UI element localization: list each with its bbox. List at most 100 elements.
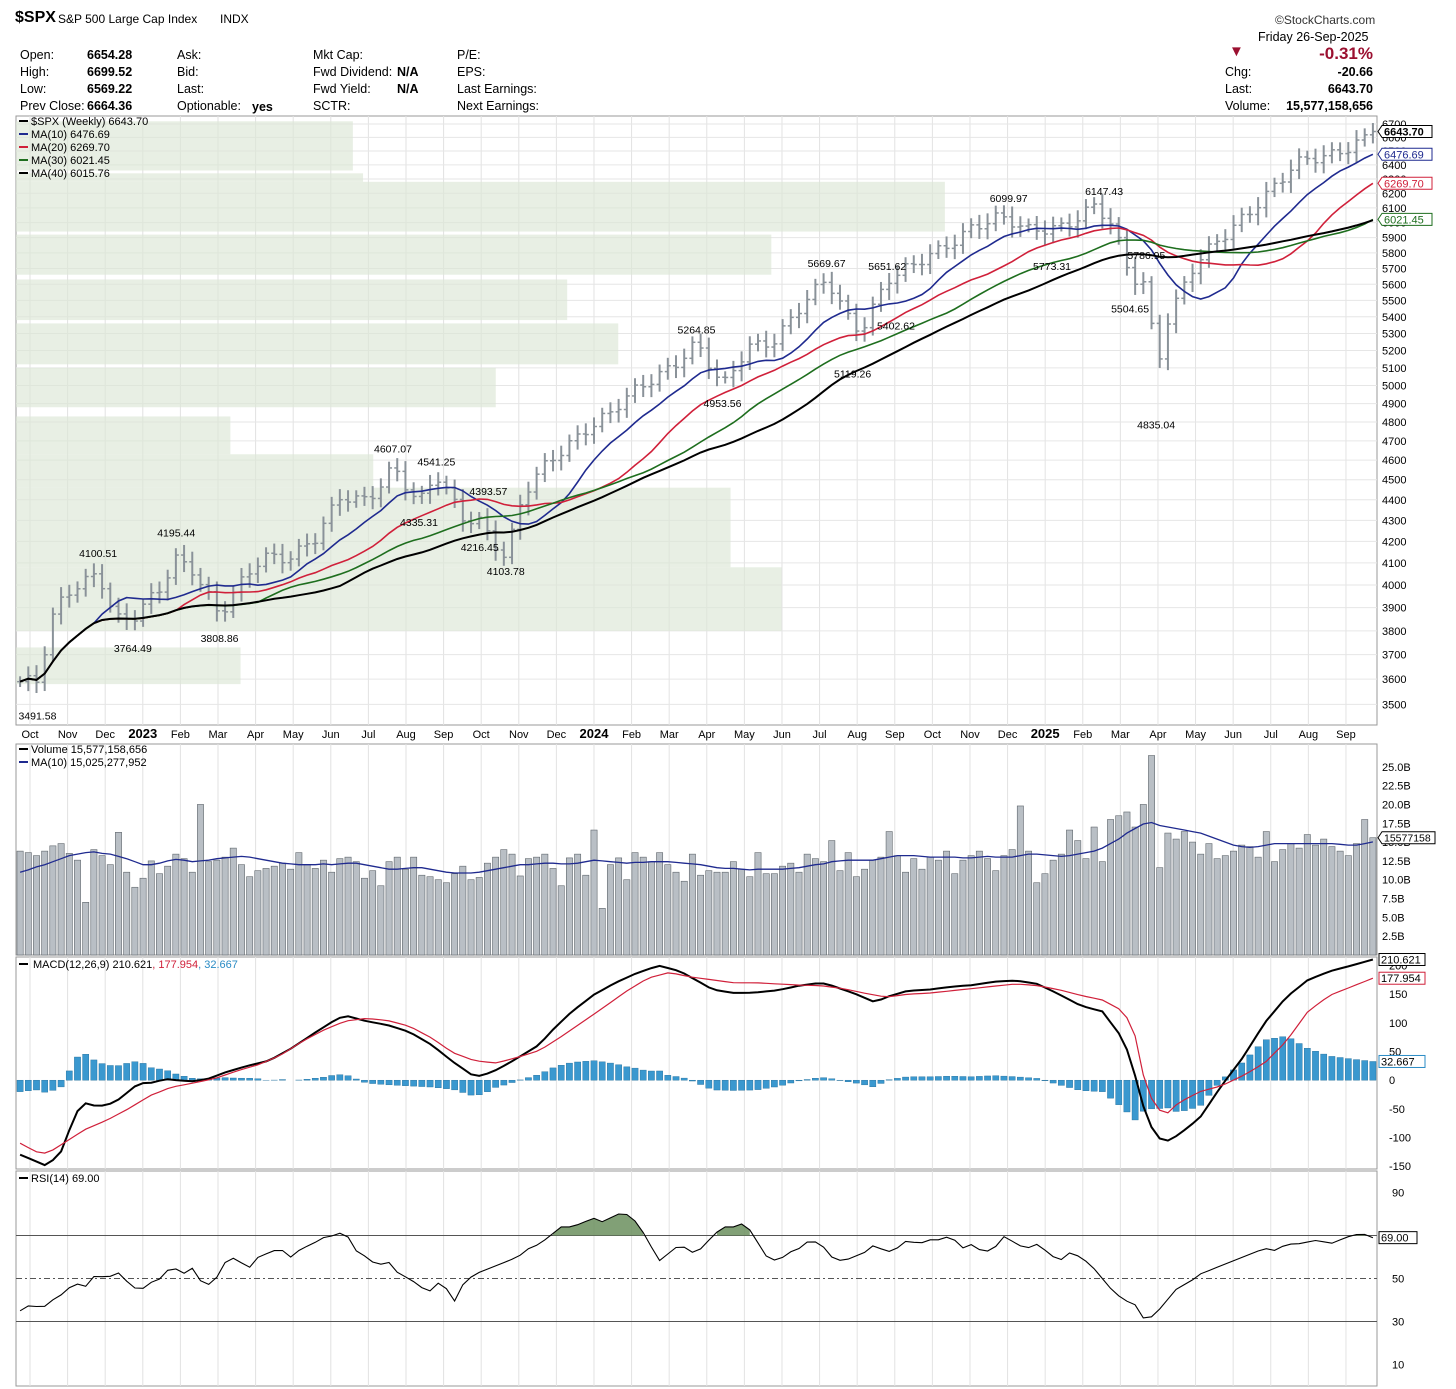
volume-bar bbox=[1115, 815, 1123, 956]
macd-histogram-bar bbox=[1066, 1079, 1073, 1088]
macd-histogram-bar bbox=[541, 1071, 549, 1081]
volume-bar bbox=[566, 857, 573, 956]
macd-histogram-bar bbox=[147, 1067, 155, 1081]
x-axis-month-label: Dec bbox=[998, 729, 1018, 741]
brand-logo[interactable]: ©StockCharts.com bbox=[1275, 13, 1376, 27]
macd-histogram-bar bbox=[656, 1070, 663, 1081]
volume-bar bbox=[443, 882, 450, 956]
volume-bar bbox=[16, 850, 24, 956]
macd-tag-label: 177.954 bbox=[1381, 973, 1421, 985]
x-axis-month-label: Sep bbox=[434, 729, 454, 741]
quote-header: $SPX S&P 500 Large Cap Index INDX ©Stock… bbox=[0, 0, 1456, 116]
last-price-label: Last: bbox=[1225, 82, 1253, 96]
rsi-tag-box bbox=[1378, 1231, 1418, 1245]
macd-histogram-bar bbox=[574, 1061, 581, 1081]
panel-frame-macd bbox=[15, 956, 1378, 1170]
ohlc-bar bbox=[550, 449, 557, 472]
ohlc-bar bbox=[591, 417, 598, 444]
ohlc-bar bbox=[1353, 130, 1360, 163]
exchange: INDX bbox=[220, 12, 249, 26]
macd-histogram-bar bbox=[402, 1079, 409, 1086]
volume-bar bbox=[1246, 846, 1254, 956]
ohlc-bar bbox=[377, 478, 384, 508]
macd-histogram-bar bbox=[1008, 1076, 1016, 1081]
volume-bar bbox=[500, 849, 508, 956]
ohlc-bar bbox=[828, 271, 835, 305]
macd-histogram-bar bbox=[762, 1079, 770, 1089]
price-annotation: 4195.44 bbox=[157, 527, 195, 539]
ohlc-bar bbox=[271, 543, 278, 565]
ohlc-bar bbox=[1222, 229, 1229, 252]
macd-histogram-bar bbox=[475, 1079, 483, 1095]
fwd-dividend-label: Fwd Dividend: bbox=[313, 65, 393, 79]
price-annotation: 5264.85 bbox=[678, 324, 716, 336]
ohlc-bar bbox=[1099, 194, 1106, 229]
volume-bar bbox=[721, 871, 729, 956]
open-value: 6654.28 bbox=[87, 48, 133, 62]
volume-tick-label: 25.0B bbox=[1382, 762, 1411, 774]
volume-bar bbox=[1139, 804, 1147, 956]
ohlc-bar bbox=[140, 598, 147, 627]
volume-bar bbox=[1230, 850, 1237, 956]
volume-bar bbox=[680, 880, 688, 956]
volume-tag-label: 15577158 bbox=[1384, 833, 1431, 845]
ohlc-bar bbox=[320, 516, 327, 551]
price-tick-label: 6200 bbox=[1382, 188, 1406, 200]
x-axis-month-label: Apr bbox=[698, 729, 715, 741]
price-tick-label: 4600 bbox=[1382, 455, 1406, 467]
macd-histogram-bar bbox=[98, 1063, 106, 1081]
macd-histogram-bar bbox=[803, 1079, 811, 1081]
ohlc-bar bbox=[607, 402, 614, 424]
macd-histogram-bar bbox=[1361, 1060, 1369, 1081]
ohlc-bar bbox=[943, 236, 950, 258]
ohlc-bar bbox=[189, 551, 196, 586]
macd-histogram-bar bbox=[664, 1075, 672, 1081]
macd-histogram-bar bbox=[1254, 1046, 1262, 1081]
volume-bar bbox=[1107, 819, 1114, 956]
volume-bar bbox=[238, 864, 245, 956]
macd-histogram-bar bbox=[894, 1078, 901, 1081]
macd-histogram-bar bbox=[910, 1076, 918, 1081]
price-tag-box bbox=[1377, 176, 1433, 190]
ohlc-bar bbox=[1074, 210, 1081, 238]
rsi-tick-label: 10 bbox=[1392, 1360, 1404, 1372]
volume-bar bbox=[180, 858, 188, 956]
price-tag-label: 6643.70 bbox=[1384, 127, 1424, 139]
volume-bar bbox=[492, 856, 500, 956]
macd-histogram-bar bbox=[1049, 1079, 1057, 1084]
last-price-value: 6643.70 bbox=[1327, 82, 1373, 96]
macd-histogram-bar bbox=[525, 1077, 532, 1081]
volume-bar bbox=[213, 859, 221, 956]
macd-tag-box bbox=[1378, 971, 1426, 985]
volume-bar bbox=[123, 871, 131, 956]
volume-by-price-bar bbox=[16, 607, 782, 631]
volume-bar bbox=[1205, 843, 1213, 956]
volume-bar bbox=[361, 877, 368, 956]
volume-bar bbox=[344, 856, 352, 956]
last-earnings-label: Last Earnings: bbox=[457, 82, 537, 96]
macd-histogram-bar bbox=[869, 1079, 877, 1088]
macd-histogram-bar bbox=[959, 1076, 967, 1081]
low-label: Low: bbox=[20, 82, 47, 96]
volume-bar bbox=[1082, 858, 1090, 956]
volume-by-price-bar bbox=[16, 567, 782, 608]
macd-histogram-bar bbox=[771, 1079, 778, 1088]
price-annotation: 5786.95 bbox=[1127, 250, 1165, 262]
ohlc-bar bbox=[976, 214, 983, 239]
macd-histogram-bar bbox=[1238, 1062, 1246, 1081]
price-tick-label: 5700 bbox=[1382, 263, 1406, 275]
macd-histogram-bar bbox=[1025, 1077, 1032, 1081]
macd-histogram-bar bbox=[361, 1079, 368, 1083]
macd-histogram-bar bbox=[1271, 1038, 1278, 1081]
price-tick-label: 5200 bbox=[1382, 345, 1406, 357]
macd-histogram-bar bbox=[82, 1054, 90, 1081]
ask-label: Ask: bbox=[177, 48, 202, 62]
ohlc-bar bbox=[345, 490, 352, 512]
ohlc-bar bbox=[312, 533, 319, 555]
ohlc-bar bbox=[1214, 234, 1221, 252]
volume-bar bbox=[164, 865, 172, 956]
macd-histogram-bar bbox=[967, 1076, 975, 1081]
ohlc-bar bbox=[1123, 229, 1130, 276]
volume-bar bbox=[615, 857, 623, 956]
